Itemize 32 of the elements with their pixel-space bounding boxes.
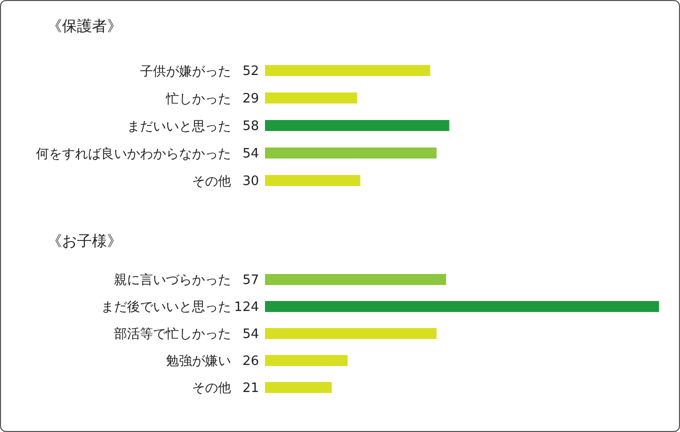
- text: 《保護者》: [47, 17, 122, 36]
- y-tick-label: まだいいと思った: [127, 119, 231, 134]
- bar: [265, 120, 450, 131]
- data-label: 30: [242, 174, 259, 190]
- data-label: 54: [242, 146, 259, 162]
- bar: [265, 274, 446, 285]
- bar: [265, 301, 659, 312]
- y-tick-label: 何をすれば良いかわからなかった: [36, 146, 231, 162]
- y-tick-label: 子供が嫌がった: [140, 64, 231, 80]
- bar: [265, 65, 430, 76]
- y-tick-label: まだ後でいいと思った: [101, 300, 231, 316]
- data-label: 52: [242, 64, 259, 80]
- bar: [265, 355, 348, 366]
- data-label: 54: [242, 327, 259, 342]
- bar: [265, 328, 437, 339]
- data-label: 58: [242, 119, 259, 134]
- data-label: 26: [242, 354, 259, 370]
- bar: [265, 148, 437, 158]
- y-tick-label: 部活等で忙しかった: [114, 327, 231, 342]
- text: 《お子様》: [47, 232, 122, 251]
- data-label: 21: [242, 381, 259, 396]
- y-tick-label: その他: [192, 381, 231, 396]
- y-tick-label: 忙しかった: [165, 92, 231, 107]
- bar: [265, 382, 332, 393]
- data-label: 124: [234, 300, 259, 316]
- data-label: 29: [242, 92, 259, 107]
- bar: [265, 92, 358, 104]
- data-label: 57: [242, 273, 259, 288]
- y-tick-label: 親に言いづらかった: [114, 272, 231, 288]
- bar: [265, 175, 360, 186]
- y-tick-label: 勉強が嫌い: [166, 354, 231, 370]
- y-tick-label: その他: [192, 174, 231, 190]
